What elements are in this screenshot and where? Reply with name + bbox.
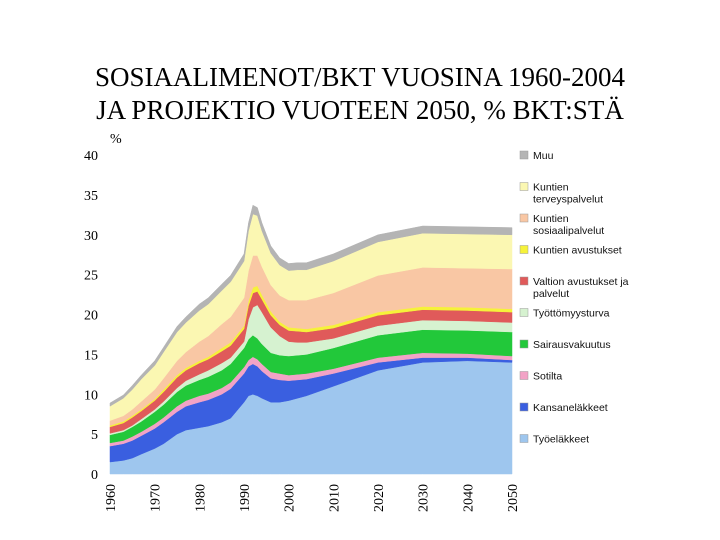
axes: 0 5 10 15 20 25 30 35 40 1960 1970 1980 1990 2000 2010… bbox=[84, 149, 521, 512]
legend-label: Valtion avustukset ja bbox=[533, 276, 629, 288]
legend-swatch bbox=[519, 402, 529, 412]
legend-label: palvelut bbox=[533, 288, 569, 300]
legend-swatch bbox=[519, 245, 529, 254]
x-tick-label: 1960 bbox=[104, 484, 119, 512]
y-tick-label: 0 bbox=[91, 468, 98, 483]
y-tick-label: 15 bbox=[84, 348, 98, 363]
legend-swatch bbox=[519, 150, 529, 160]
x-tick-label: 2020 bbox=[372, 484, 387, 512]
y-axis-unit-label: % bbox=[110, 132, 122, 147]
legend-label: Kuntien avustukset bbox=[533, 245, 622, 257]
y-tick-label: 40 bbox=[84, 149, 98, 164]
x-tick-label: 1980 bbox=[193, 484, 208, 512]
area-series-9 bbox=[109, 204, 513, 407]
chart-title-line-1: SOSIAALIMENOT/BKT VUOSINA 1960-2004 bbox=[94, 62, 626, 92]
legend-label: Työeläkkeet bbox=[533, 434, 589, 446]
x-tick-label: 2030 bbox=[417, 484, 432, 512]
y-tick-label: 10 bbox=[84, 388, 98, 403]
legend-swatch bbox=[519, 371, 529, 380]
chart-title-line-2: JA PROJEKTIO VUOTEEN 2050, % BKT:STÄ bbox=[96, 95, 624, 125]
legend-label: Muu bbox=[533, 150, 554, 162]
legend-label: Työttömyysturva bbox=[533, 308, 610, 320]
legend-label: Sairausvakuutus bbox=[533, 339, 611, 351]
y-tick-label: 20 bbox=[84, 309, 98, 324]
y-tick-label: 5 bbox=[91, 428, 98, 443]
legend-swatch bbox=[519, 339, 529, 349]
x-tick-label: 1990 bbox=[238, 484, 253, 512]
x-tick-label: 2040 bbox=[461, 484, 476, 512]
y-tick-label: 30 bbox=[84, 229, 98, 244]
legend-swatch bbox=[519, 276, 529, 286]
legend: MuuKuntienterveyspalvelutKuntiensosiaali… bbox=[519, 150, 629, 446]
legend-swatch bbox=[519, 213, 529, 223]
x-tick-label: 2000 bbox=[283, 484, 298, 512]
x-tick-label: 1970 bbox=[149, 484, 164, 512]
x-tick-label: 2010 bbox=[327, 484, 342, 512]
legend-label: Kuntien bbox=[533, 182, 569, 194]
y-tick-label: 35 bbox=[84, 189, 98, 204]
x-tick-label: 2050 bbox=[506, 484, 521, 512]
legend-label: Kuntien bbox=[533, 213, 569, 225]
legend-label: terveyspalvelut bbox=[533, 194, 603, 206]
legend-swatch bbox=[519, 434, 529, 443]
legend-swatch bbox=[519, 182, 529, 191]
legend-swatch bbox=[519, 308, 529, 317]
legend-label: Kansaneläkkeet bbox=[533, 402, 608, 414]
y-tick-label: 25 bbox=[84, 269, 98, 284]
area-layers bbox=[109, 204, 513, 475]
legend-label: sosiaalipalvelut bbox=[533, 225, 604, 237]
legend-label: Sotilta bbox=[533, 371, 562, 383]
